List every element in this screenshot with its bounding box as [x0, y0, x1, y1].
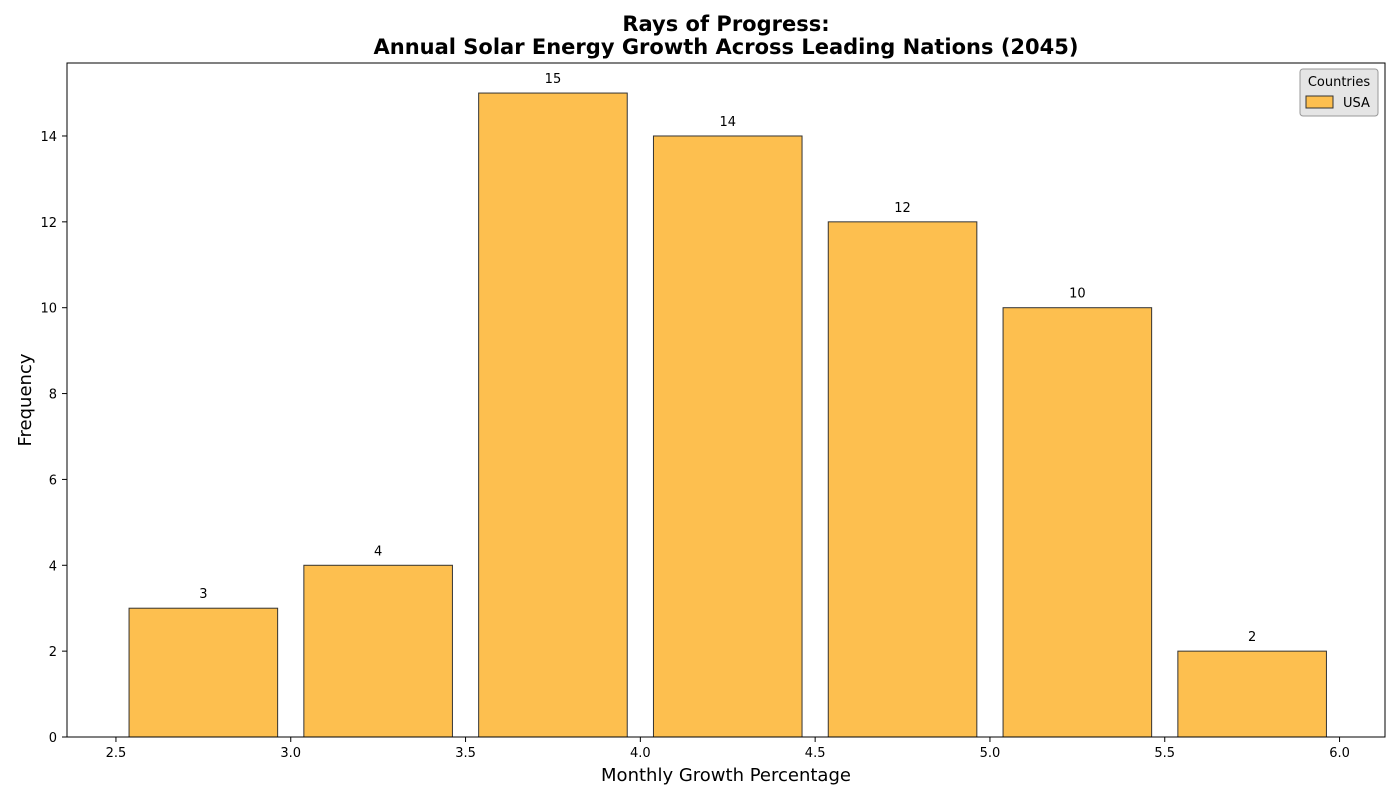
data-label-6: 2: [1248, 630, 1256, 645]
y-tick-label-6: 12: [40, 216, 57, 231]
y-axis-ticks: 0 2 4 6 8 10 12 14: [40, 130, 67, 746]
y-tick-label-4: 8: [49, 388, 57, 403]
chart-title-line2: Annual Solar Energy Growth Across Leadin…: [374, 35, 1079, 59]
legend: Countries USA: [1299, 68, 1379, 117]
legend-title: Countries: [1308, 75, 1371, 90]
x-tick-label-4: 4.5: [805, 746, 826, 761]
x-tick-label-3: 4.0: [630, 746, 651, 761]
legend-label-usa: USA: [1343, 96, 1370, 111]
bar-group: [128, 92, 1327, 738]
y-tick-label-5: 10: [40, 302, 57, 317]
data-label-4: 12: [894, 201, 911, 216]
data-label-3: 14: [719, 115, 736, 130]
chart-title-line1: Rays of Progress:: [622, 12, 829, 36]
y-tick-label-0: 0: [49, 731, 57, 746]
x-axis-label: Monthly Growth Percentage: [601, 765, 851, 786]
bar-6: [1177, 650, 1327, 738]
data-label-0: 3: [199, 587, 207, 602]
bar-2: [478, 92, 628, 738]
data-label-2: 15: [545, 72, 562, 87]
x-tick-label-2: 3.5: [455, 746, 476, 761]
y-tick-label-3: 6: [49, 473, 57, 488]
bar-4: [827, 221, 978, 738]
x-tick-label-6: 5.5: [1154, 746, 1175, 761]
x-tick-label-7: 6.0: [1329, 746, 1350, 761]
y-axis-label: Frequency: [15, 353, 36, 446]
bar-3: [652, 135, 803, 738]
bar-1: [303, 564, 453, 738]
y-tick-label-1: 2: [49, 645, 57, 660]
y-tick-label-2: 4: [49, 559, 57, 574]
x-tick-label-0: 2.5: [106, 746, 127, 761]
x-tick-label-1: 3.0: [280, 746, 301, 761]
bar-0: [128, 607, 279, 738]
legend-swatch-usa: [1305, 95, 1334, 109]
plot-frame: [66, 62, 1386, 738]
data-label-group: 3 4 15 14 12 10 2: [199, 72, 1256, 645]
y-tick-label-7: 14: [40, 130, 57, 145]
x-tick-label-5: 5.0: [980, 746, 1001, 761]
data-label-5: 10: [1069, 287, 1086, 302]
x-axis-ticks: 2.5 3.0 3.5 4.0 4.5 5.0 5.5 6.0: [106, 737, 1350, 761]
data-label-1: 4: [374, 544, 382, 559]
bar-5: [1002, 307, 1153, 738]
